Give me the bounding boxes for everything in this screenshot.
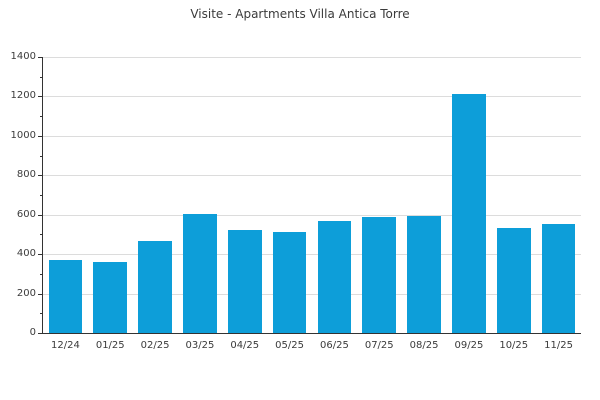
x-tick-label: 08/25 xyxy=(409,340,439,351)
chart-title: Visite - Apartments Villa Antica Torre xyxy=(190,7,410,21)
y-major-tick xyxy=(38,96,42,98)
bar xyxy=(362,217,397,333)
y-major-tick xyxy=(38,175,42,177)
x-tick-label: 09/25 xyxy=(454,340,484,351)
bar xyxy=(407,215,441,333)
y-major-tick xyxy=(38,333,42,334)
y-tick-label: 200 xyxy=(16,287,36,299)
y-minor-tick xyxy=(40,273,42,275)
plot-area: 0 200 400 600 800 1000 1200 1400 12/24 01/25 02/25… xyxy=(11,51,581,351)
y-tick-label: 800 xyxy=(16,169,36,181)
gridline xyxy=(43,57,581,58)
y-major-tick xyxy=(38,293,42,295)
y-major-tick xyxy=(38,214,42,216)
x-tick-label: 05/25 xyxy=(275,340,304,351)
x-tick-label: 10/25 xyxy=(499,340,529,351)
bar xyxy=(48,260,83,333)
bar xyxy=(272,232,307,333)
gridline xyxy=(43,254,581,256)
y-major-tick xyxy=(38,57,42,58)
y-minor-tick xyxy=(40,116,42,118)
gridline xyxy=(43,214,581,216)
x-tick-label: 04/25 xyxy=(230,340,260,351)
x-tick-label: 06/25 xyxy=(319,340,349,351)
bar xyxy=(317,220,352,333)
y-tick-label: 1400 xyxy=(10,51,36,62)
y-minor-tick xyxy=(40,313,42,315)
y-tick-label: 400 xyxy=(16,248,36,260)
x-tick-label: 11/25 xyxy=(544,340,573,351)
gridline xyxy=(43,293,581,295)
y-tick-label: 1200 xyxy=(10,90,36,102)
x-tick-label: 07/25 xyxy=(364,340,394,351)
y-tick-label: 0 xyxy=(29,327,36,338)
gridline xyxy=(43,175,581,177)
x-tick-label: 03/25 xyxy=(185,340,215,351)
y-minor-tick xyxy=(40,195,42,196)
bar xyxy=(452,94,486,333)
bar xyxy=(138,240,172,333)
gridline xyxy=(43,96,581,98)
y-tick-label: 600 xyxy=(16,208,36,220)
y-minor-tick xyxy=(40,155,42,157)
bar xyxy=(496,228,531,333)
bar xyxy=(183,213,217,333)
gridline xyxy=(43,135,581,137)
x-tick-label: 02/25 xyxy=(140,340,170,351)
y-major-tick xyxy=(38,254,42,256)
x-tick-label: 01/25 xyxy=(95,340,125,351)
y-minor-tick xyxy=(40,234,42,236)
bar xyxy=(541,224,576,333)
bar xyxy=(93,262,128,333)
y-tick-label: 1000 xyxy=(10,129,36,141)
x-tick-label: 12/24 xyxy=(50,340,80,351)
bar xyxy=(227,230,262,333)
y-minor-tick xyxy=(40,76,42,78)
y-major-tick xyxy=(38,135,42,137)
